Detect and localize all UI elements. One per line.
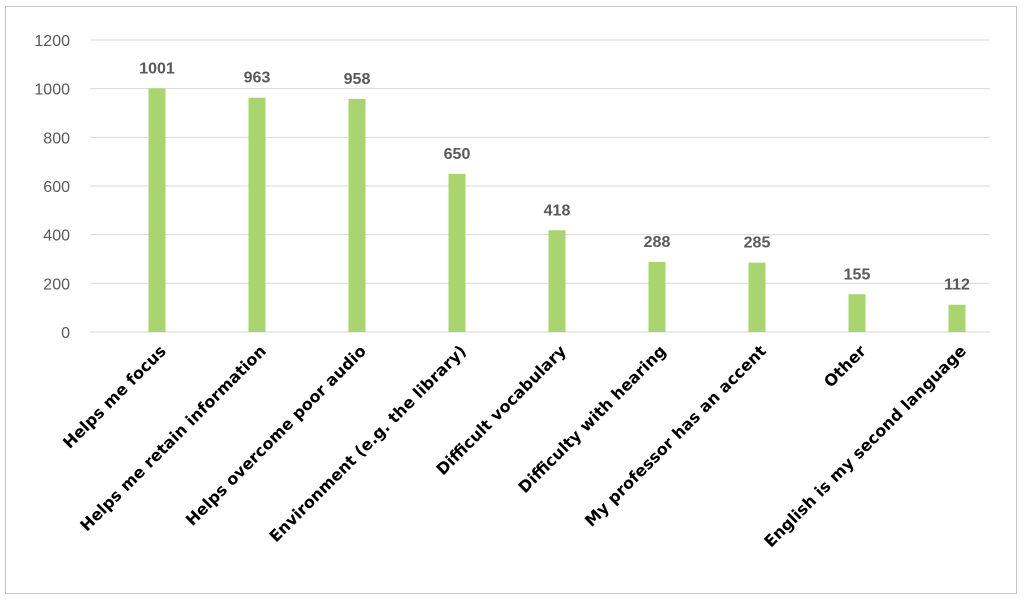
- category-label: Helps overcome poor audio: [182, 341, 370, 529]
- data-label: 285: [744, 235, 771, 252]
- category-label: Environment (e.g. the library): [265, 341, 469, 545]
- data-label: 963: [244, 70, 271, 87]
- data-label: 288: [644, 234, 671, 251]
- data-labels: 1001 963 958 650 418 288 285 155 112: [139, 60, 970, 293]
- y-tick-label: 400: [43, 228, 70, 245]
- bar: [548, 230, 566, 332]
- y-tick-label: 600: [43, 179, 70, 196]
- chart-frame: [5, 6, 1017, 594]
- data-label: 418: [544, 202, 571, 219]
- bar: [148, 88, 166, 332]
- bar: [248, 97, 266, 332]
- category-label: My professor has an accent: [581, 341, 770, 530]
- bar: [448, 173, 466, 332]
- category-label: Helps me focus: [59, 341, 170, 452]
- bar: [848, 294, 866, 332]
- bar: [948, 304, 966, 332]
- data-label: 958: [344, 71, 371, 88]
- y-tick-label: 200: [43, 276, 70, 293]
- data-label: 112: [944, 277, 970, 294]
- data-label: 1001: [139, 60, 175, 77]
- category-label: English is my second language: [760, 341, 970, 551]
- y-axis-ticks: 0 200 400 600 800 1000 1200: [34, 33, 70, 342]
- y-tick-label: 800: [43, 130, 70, 147]
- bar: [748, 262, 766, 332]
- gridlines: [90, 39, 990, 333]
- bar: [648, 261, 666, 332]
- bars: [148, 88, 966, 333]
- category-label: Other: [820, 341, 870, 391]
- bar: [348, 98, 366, 333]
- y-tick-label: 1000: [34, 82, 70, 99]
- category-label: Helps me retain information: [76, 341, 270, 535]
- data-label: 155: [844, 266, 871, 283]
- data-label: 650: [444, 146, 471, 163]
- y-tick-label: 1200: [34, 33, 70, 50]
- y-tick-label: 0: [61, 325, 70, 342]
